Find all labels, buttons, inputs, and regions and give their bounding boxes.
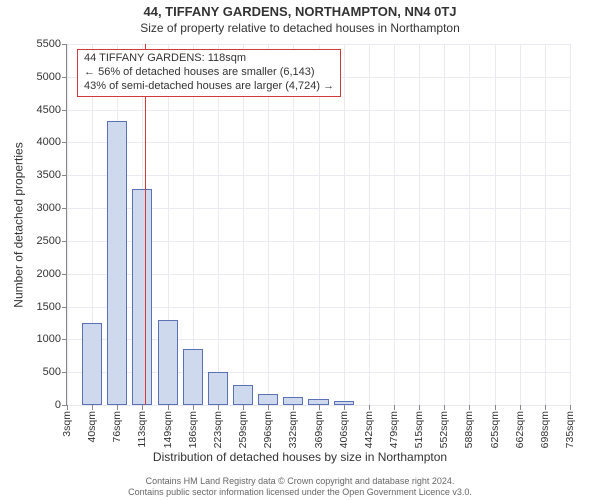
y-tick-label: 3000 <box>37 202 61 214</box>
x-tick <box>394 405 395 410</box>
x-tick <box>117 405 118 410</box>
y-tick-label: 4000 <box>37 136 61 148</box>
x-tick <box>218 405 219 410</box>
y-tick-label: 3500 <box>37 169 61 181</box>
y-tick-label: 500 <box>43 366 61 378</box>
y-tick-label: 2000 <box>37 268 61 280</box>
x-tick <box>142 405 143 410</box>
vertical-gridline <box>67 44 68 405</box>
histogram-bar <box>183 349 203 405</box>
x-tick-label: 662sqm <box>514 411 526 448</box>
x-tick-label: 552sqm <box>438 411 450 448</box>
page-title: 44, TIFFANY GARDENS, NORTHAMPTON, NN4 0T… <box>0 0 600 19</box>
x-tick-label: 588sqm <box>463 411 475 448</box>
vertical-gridline <box>344 44 345 405</box>
x-tick-label: 186sqm <box>187 411 199 448</box>
histogram-bar <box>107 121 127 405</box>
vertical-gridline <box>520 44 521 405</box>
x-tick-label: 698sqm <box>539 411 551 448</box>
x-tick <box>92 405 93 410</box>
y-tick-label: 1000 <box>37 333 61 345</box>
property-marker-line <box>145 44 146 405</box>
annotation-box: 44 TIFFANY GARDENS: 118sqm← 56% of detac… <box>77 49 341 96</box>
x-tick <box>419 405 420 410</box>
footer: Contains HM Land Registry data © Crown c… <box>0 476 600 498</box>
footer-line-2: Contains public sector information licen… <box>0 487 600 498</box>
x-tick-label: 515sqm <box>413 411 425 448</box>
x-tick-label: 149sqm <box>162 411 174 448</box>
x-tick <box>243 405 244 410</box>
x-tick <box>495 405 496 410</box>
x-tick <box>469 405 470 410</box>
x-tick <box>344 405 345 410</box>
x-tick <box>67 405 68 410</box>
x-tick-label: 76sqm <box>111 411 123 443</box>
footer-line-1: Contains HM Land Registry data © Crown c… <box>0 476 600 487</box>
page-subtitle: Size of property relative to detached ho… <box>0 19 600 35</box>
y-tick-label: 5500 <box>37 38 61 50</box>
y-axis-title: Number of detached properties <box>12 44 26 406</box>
x-tick-label: 442sqm <box>363 411 375 448</box>
chart-container: 44, TIFFANY GARDENS, NORTHAMPTON, NN4 0T… <box>0 0 600 500</box>
x-tick <box>444 405 445 410</box>
histogram-bar <box>283 397 303 405</box>
x-tick <box>268 405 269 410</box>
vertical-gridline <box>243 44 244 405</box>
vertical-gridline <box>545 44 546 405</box>
x-tick-label: 40sqm <box>86 411 98 443</box>
vertical-gridline <box>218 44 219 405</box>
x-tick-label: 332sqm <box>287 411 299 448</box>
vertical-gridline <box>293 44 294 405</box>
x-tick <box>168 405 169 410</box>
x-tick-label: 223sqm <box>212 411 224 448</box>
y-tick-label: 2500 <box>37 235 61 247</box>
x-tick-label: 479sqm <box>388 411 400 448</box>
y-tick-label: 5000 <box>37 71 61 83</box>
x-tick <box>520 405 521 410</box>
annotation-line-2: ← 56% of detached houses are smaller (6,… <box>84 66 334 80</box>
x-tick <box>293 405 294 410</box>
x-tick <box>319 405 320 410</box>
y-tick-label: 1500 <box>37 301 61 313</box>
vertical-gridline <box>268 44 269 405</box>
vertical-gridline <box>570 44 571 405</box>
vertical-gridline <box>394 44 395 405</box>
vertical-gridline <box>319 44 320 405</box>
vertical-gridline <box>369 44 370 405</box>
x-tick-label: 406sqm <box>338 411 350 448</box>
annotation-line-3: 43% of semi-detached houses are larger (… <box>84 80 334 94</box>
histogram-bar <box>132 189 152 405</box>
x-tick <box>545 405 546 410</box>
x-tick-label: 625sqm <box>489 411 501 448</box>
vertical-gridline <box>469 44 470 405</box>
y-tick-label: 0 <box>55 399 61 411</box>
x-tick-label: 369sqm <box>313 411 325 448</box>
histogram-bar <box>208 372 228 405</box>
x-axis-title: Distribution of detached houses by size … <box>0 450 600 464</box>
vertical-gridline <box>419 44 420 405</box>
annotation-line-1: 44 TIFFANY GARDENS: 118sqm <box>84 52 334 66</box>
plot-area: 0500100015002000250030003500400045005000… <box>66 44 570 406</box>
histogram-bar <box>82 323 102 405</box>
histogram-bar <box>158 320 178 405</box>
x-tick-label: 735sqm <box>564 411 576 448</box>
histogram-bar <box>258 394 278 405</box>
x-tick <box>193 405 194 410</box>
chart-area: 0500100015002000250030003500400045005000… <box>66 44 570 406</box>
y-tick-label: 4500 <box>37 104 61 116</box>
vertical-gridline <box>495 44 496 405</box>
x-tick <box>570 405 571 410</box>
x-tick-label: 259sqm <box>237 411 249 448</box>
x-tick-label: 296sqm <box>262 411 274 448</box>
x-tick-label: 113sqm <box>136 411 148 448</box>
vertical-gridline <box>444 44 445 405</box>
histogram-bar <box>233 385 253 405</box>
x-tick-label: 3sqm <box>61 411 73 437</box>
x-tick <box>369 405 370 410</box>
